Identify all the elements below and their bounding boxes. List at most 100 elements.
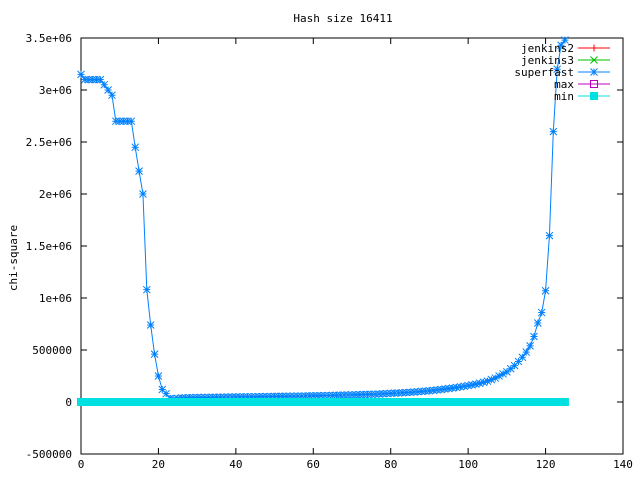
superfast-point [123,117,132,126]
superfast-point [433,386,442,394]
legend-item-jenkins2: jenkins2 [521,42,610,55]
superfast-point [282,392,291,401]
superfast-point [340,391,349,399]
legend-marker [590,92,598,100]
legend-item-superfast: superfast [514,66,610,79]
superfast-point [321,391,329,400]
superfast-point [537,308,546,317]
superfast-point [228,393,236,401]
y-tick-label: 2.5e+06 [26,136,72,149]
superfast-point [421,387,430,395]
superfast-point [135,167,143,175]
y-tick-label: 1.5e+06 [26,240,72,253]
superfast-point [456,382,465,391]
superfast-point [491,374,500,382]
superfast-point [510,361,519,370]
superfast-point [386,389,395,398]
superfast-point [239,392,248,401]
legend-item-max: max [554,78,610,91]
superfast-point [379,389,387,398]
superfast-point [472,380,480,388]
superfast-point [278,392,287,401]
x-tick-label: 20 [152,458,165,471]
superfast-point [259,392,267,401]
superfast-point [305,392,314,400]
superfast-point [324,391,333,400]
superfast-point [495,372,503,380]
superfast-point [479,378,488,387]
superfast-point [444,384,453,393]
superfast-point [348,390,356,399]
superfast-point [177,393,186,402]
superfast-point [503,367,511,376]
x-tick-label: 60 [307,458,320,471]
superfast-point [189,393,198,402]
superfast-point [441,385,449,393]
min-point [560,398,569,406]
y-tick-label: 500000 [32,344,72,357]
superfast-point [483,377,492,386]
legend-marker [590,68,598,76]
x-tick-label: 120 [536,458,556,471]
superfast-point [460,382,469,391]
series-layer [77,36,569,406]
chart-title: Hash size 16411 [293,12,392,25]
legend-item-min: min [554,90,610,103]
superfast-point [162,389,171,398]
axis-ticks [80,37,624,455]
superfast-point [96,75,105,84]
legend-label: jenkins3 [521,54,574,67]
superfast-point [317,391,325,400]
superfast-point [243,392,252,401]
superfast-point [352,390,360,399]
legend-marker [590,44,598,52]
superfast-point [309,391,318,400]
x-tick-label: 100 [458,458,478,471]
superfast-point [363,390,372,399]
x-tick-label: 40 [229,458,242,471]
superfast-point [526,341,534,350]
superfast-point [301,392,310,400]
superfast-point [553,65,562,74]
superfast-point [232,393,240,401]
superfast-point [251,392,260,401]
superfast-point [475,379,484,388]
superfast-point [394,389,403,397]
superfast-line [80,39,566,400]
superfast-point [448,384,457,392]
superfast-point [108,91,116,100]
superfast-point [181,393,190,402]
superfast-point [413,387,422,396]
superfast-point [197,393,205,402]
superfast-point [201,393,209,402]
superfast-point [417,387,426,396]
superfast-point [506,364,515,373]
superfast-point [293,392,302,400]
superfast-point [332,391,341,400]
superfast-point [533,319,542,327]
superfast-point [545,231,554,240]
superfast-point [111,117,120,126]
superfast-point [204,393,213,402]
superfast-point [127,117,136,126]
superfast-point [530,332,538,341]
legend-label: superfast [514,66,574,79]
superfast-point [344,391,352,399]
y-tick-label: 2e+06 [39,188,72,201]
superfast-point [84,75,93,84]
y-tick-label: 3.5e+06 [26,32,72,45]
superfast-point [119,117,128,126]
superfast-point [154,372,163,380]
superfast-point [328,391,337,400]
y-tick-label: 1e+06 [39,292,72,305]
superfast-point [541,286,550,295]
tick-labels: 0 20 40 60 80 100 120 140 -500000 0 500000 1e+06 1.5… [26,32,633,471]
x-tick-label: 80 [384,458,397,471]
superfast-point [402,388,411,397]
superfast-point [286,392,294,401]
superfast-point [514,357,523,366]
superfast-point [290,392,298,401]
superfast-point [375,390,383,398]
